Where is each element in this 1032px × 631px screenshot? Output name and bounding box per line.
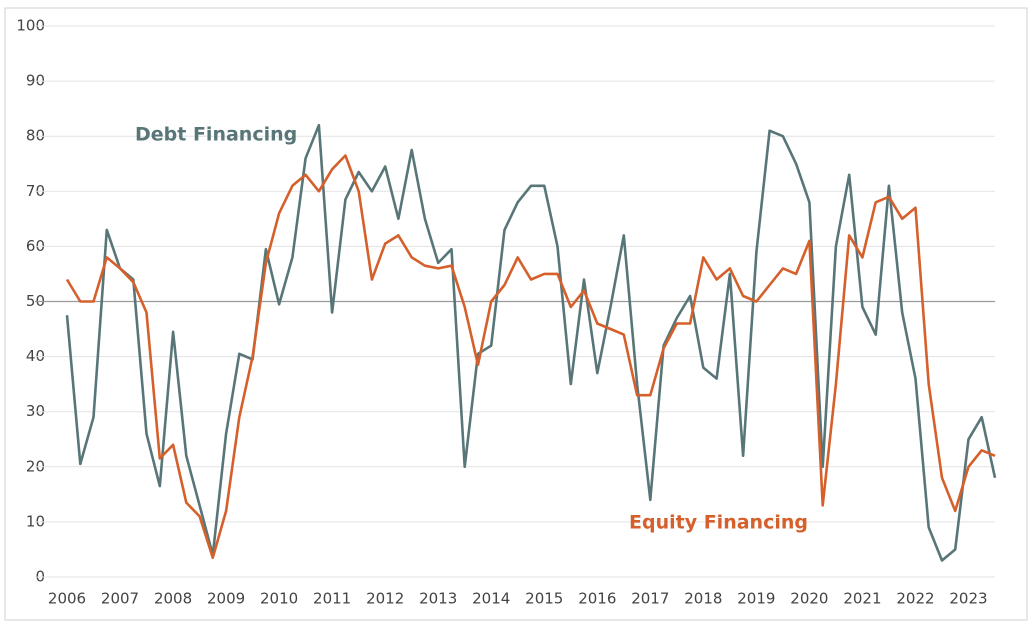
x-tick-label: 2023 [949, 590, 987, 608]
x-tick-label: 2015 [525, 590, 563, 608]
x-tick-label: 2016 [578, 590, 616, 608]
series-label: Debt Financing [135, 124, 297, 146]
x-tick-label: 2010 [260, 590, 298, 608]
x-tick-label: 2006 [48, 590, 86, 608]
x-tick-label: 2019 [737, 590, 775, 608]
x-tick-label: 2009 [207, 590, 245, 608]
x-tick-label: 2022 [896, 590, 934, 608]
data-line [65, 154, 996, 559]
x-tick-label: 2007 [101, 590, 139, 608]
frame [4, 7, 1028, 621]
x-tick-label: 2018 [684, 590, 722, 608]
x-tick-label: 2017 [631, 590, 669, 608]
x-tick-label: 2011 [313, 590, 351, 608]
x-tick-label: 2014 [472, 590, 510, 608]
y-tick-label: 100 [16, 17, 45, 35]
x-tick-label: 2021 [843, 590, 881, 608]
series-label: Equity Financing [629, 512, 808, 534]
x-tick-label: 2013 [419, 590, 457, 608]
x-tick-label: 2008 [154, 590, 192, 608]
data-line [65, 123, 997, 562]
x-tick-label: 2012 [366, 590, 404, 608]
x-tick-label: 2020 [790, 590, 828, 608]
